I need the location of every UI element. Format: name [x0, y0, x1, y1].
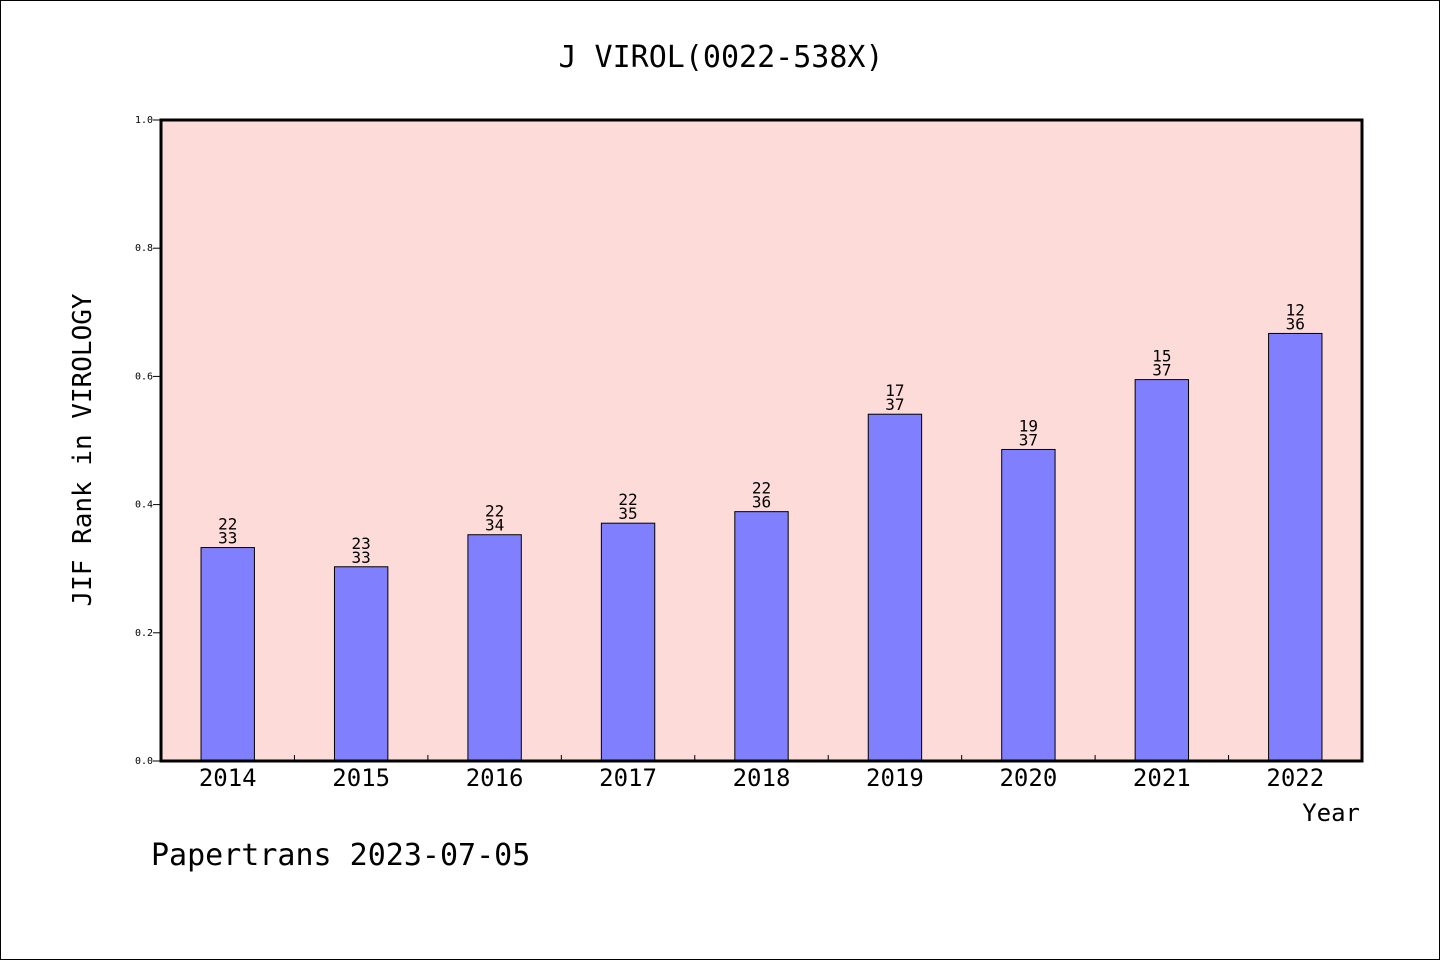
- data-label-rank: 22: [618, 490, 637, 509]
- x-tick-label: 2020: [999, 764, 1057, 792]
- data-label-total: 33: [218, 529, 237, 548]
- bar-series: [200, 332, 1323, 762]
- data-label-rank: 23: [352, 534, 371, 553]
- bar-2020: [1001, 448, 1056, 762]
- x-tick-label: 2019: [866, 764, 924, 792]
- y-tick-label: 0.8: [135, 243, 153, 254]
- bar-2017: [600, 522, 656, 762]
- data-label-rank: 22: [752, 479, 771, 498]
- footer-credit: Papertrans 2023-07-05: [151, 838, 530, 873]
- y-axis-label: JIF Rank in VIROLOGY: [68, 293, 98, 606]
- bar-2021: [1134, 379, 1190, 762]
- data-label-total: 35: [618, 504, 637, 523]
- bar-2014: [200, 547, 255, 762]
- data-label-rank: 12: [1286, 300, 1305, 319]
- chart-title: J VIROL(0022-538X): [558, 40, 883, 75]
- x-tick-label: 2014: [199, 764, 257, 792]
- data-label-total: 36: [1286, 314, 1305, 333]
- x-tick-label: 2018: [733, 764, 791, 792]
- data-label-rank: 22: [485, 502, 504, 521]
- x-tick-label: 2015: [332, 764, 390, 792]
- data-label-rank: 15: [1152, 347, 1171, 366]
- data-label-total: 37: [1019, 430, 1038, 449]
- x-tick-label: 2016: [466, 764, 524, 792]
- y-tick-label: 1.0: [135, 115, 153, 126]
- x-tick-label: 2017: [599, 764, 657, 792]
- y-tick-label: 0.4: [135, 500, 153, 511]
- data-label-total: 34: [485, 516, 504, 535]
- y-axis: 0.0 0.2 0.4 0.6 0.8 1.0: [135, 115, 161, 767]
- plot-border: [159, 118, 1364, 763]
- x-tick-label: 2021: [1133, 764, 1191, 792]
- x-axis-label: Year: [1302, 799, 1360, 827]
- x-axis: 2014 2015 2016 2017 2018 2019 2020 2021 2022: [199, 755, 1324, 792]
- y-tick-label: 0.2: [135, 628, 153, 639]
- y-tick-label: 0.6: [135, 371, 153, 382]
- bar-2019: [867, 413, 923, 762]
- data-label-total: 37: [885, 395, 904, 414]
- bar-2022: [1268, 332, 1323, 762]
- data-label-rank: 17: [885, 381, 904, 400]
- y-tick-label: 0.0: [135, 756, 153, 767]
- data-label-rank: 19: [1019, 416, 1038, 435]
- bar-2015: [333, 566, 389, 762]
- data-label-total: 36: [752, 493, 771, 512]
- data-label-rank: 22: [218, 515, 237, 534]
- data-label-total: 37: [1152, 361, 1171, 380]
- data-label-total: 33: [352, 548, 371, 567]
- bar-2016: [467, 534, 522, 762]
- bar-2018: [734, 511, 789, 762]
- x-tick-label: 2022: [1266, 764, 1324, 792]
